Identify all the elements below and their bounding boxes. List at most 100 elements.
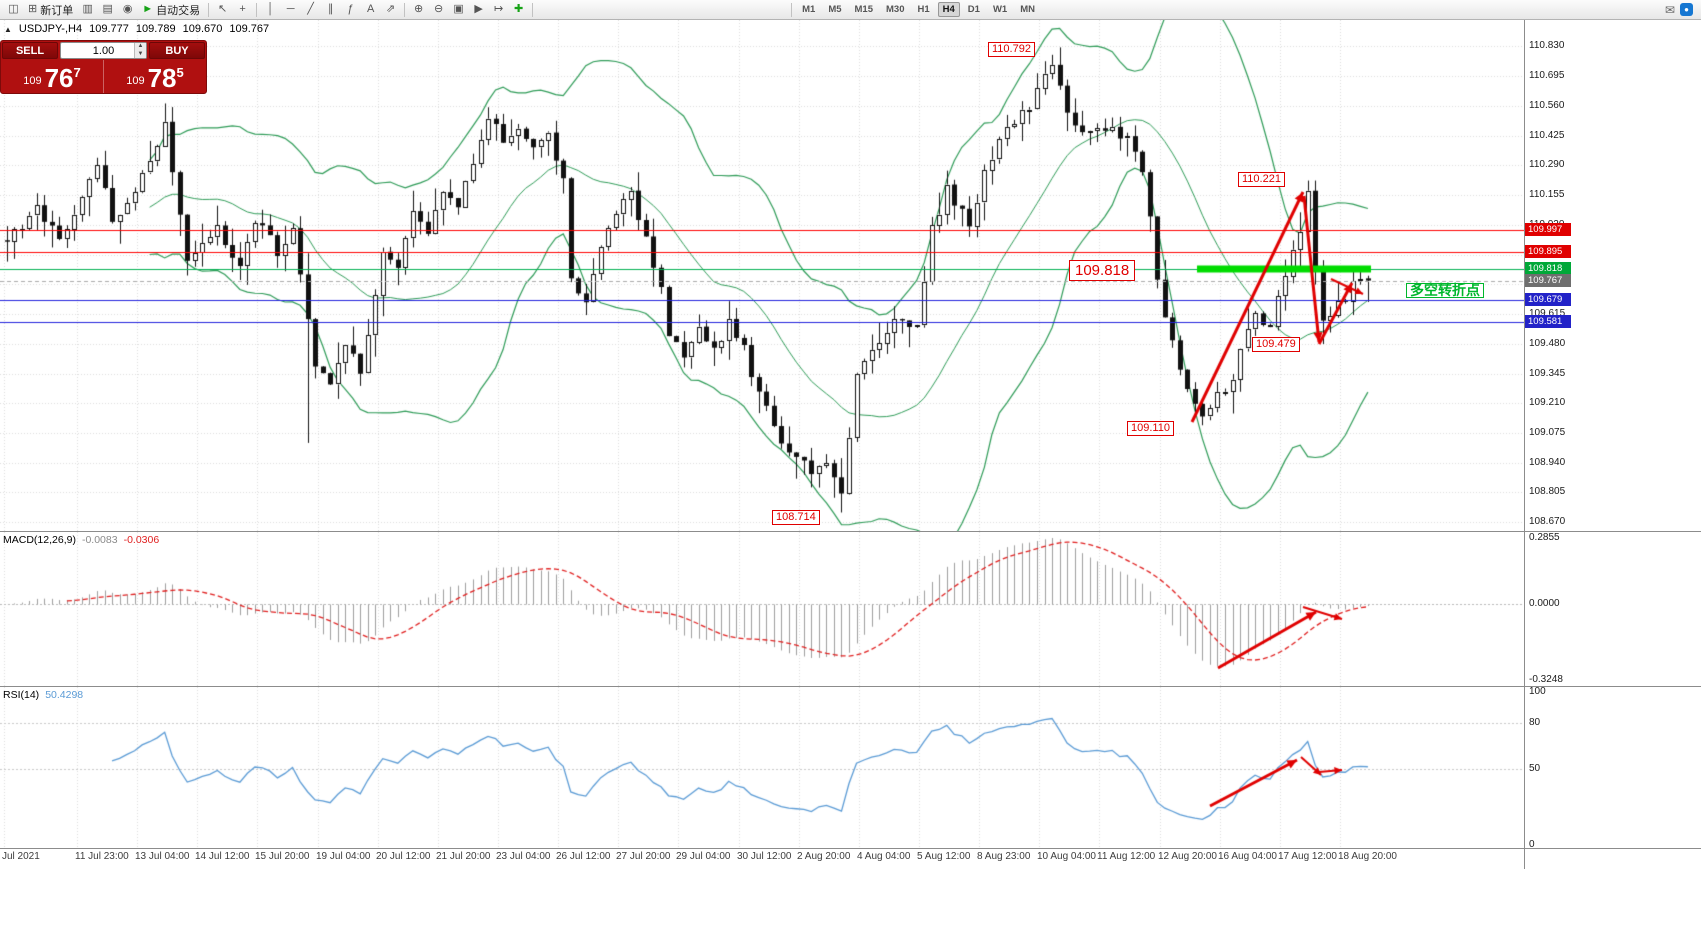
- auto-trading-label: 自动交易: [156, 4, 201, 17]
- indicators-button[interactable]: ✚: [509, 1, 528, 18]
- volume-spinner[interactable]: ▲ ▼: [134, 43, 146, 58]
- chart-symbol-icon: ▲: [4, 24, 12, 34]
- price-tag-109.895: 109.895: [1525, 245, 1571, 259]
- timeframe-d1-button[interactable]: D1: [967, 4, 980, 15]
- zoom-in-button[interactable]: ⊕: [409, 1, 428, 18]
- timeframe-h1-button[interactable]: H1: [917, 4, 930, 15]
- chart-shift-icon: ↦: [494, 3, 504, 15]
- macd-panel-canvas[interactable]: [0, 532, 1524, 686]
- time-label: 10 Aug 04:00: [1037, 851, 1096, 862]
- timeframe-m30-button[interactable]: M30: [886, 4, 905, 15]
- ask-price[interactable]: 109 78 5: [103, 60, 206, 93]
- chart-symbol-period: USDJPY-,H4: [18, 23, 83, 35]
- arrows-tool-button[interactable]: ⇗: [381, 1, 400, 18]
- fibonacci-tool-button[interactable]: ƒ: [341, 1, 360, 18]
- time-label: 8 Aug 23:00: [977, 851, 1031, 862]
- bid-big-digits: 76: [44, 63, 74, 93]
- price-scale-label: 110.290: [1529, 159, 1565, 171]
- rsi-value: 50.4298: [45, 689, 84, 701]
- timeframe-m15-button[interactable]: M15: [854, 4, 873, 15]
- price-tag-109.581: 109.581: [1525, 314, 1571, 328]
- channel-tool-button[interactable]: ∥: [321, 1, 340, 18]
- price-scale-label: 109.615: [1529, 308, 1566, 320]
- price-scale-label: 108.670: [1529, 516, 1566, 528]
- timeframe-m1-button[interactable]: M1: [802, 4, 816, 15]
- data-window-button[interactable]: ▤: [98, 1, 117, 18]
- vertical-line-tool-button[interactable]: │: [261, 1, 280, 18]
- time-label: 18 Aug 20:00: [1338, 851, 1397, 862]
- timeframe-mn-button[interactable]: MN: [1020, 4, 1035, 15]
- time-label: 20 Jul 12:00: [376, 851, 431, 862]
- price-tag-109.818: 109.818: [1525, 262, 1571, 276]
- volume-up-icon[interactable]: ▲: [135, 43, 146, 51]
- rsi-panel-canvas[interactable]: [0, 687, 1524, 848]
- toolbar-separator: [404, 2, 406, 17]
- macd-main-value: -0.0083: [81, 534, 118, 546]
- zoom-out-icon: ⊖: [434, 3, 444, 15]
- tile-windows-button[interactable]: ▣: [449, 1, 468, 18]
- zoom-out-button[interactable]: ⊖: [429, 1, 448, 18]
- volume-down-icon[interactable]: ▼: [135, 50, 146, 58]
- macd-scale-label: 0.0000: [1529, 598, 1560, 610]
- time-label: 5 Aug 12:00: [917, 851, 971, 862]
- toolbar-separator: [532, 2, 534, 17]
- time-label: 23 Jul 04:00: [496, 851, 551, 862]
- time-label: 29 Jul 04:00: [676, 851, 731, 862]
- price-callout-108.714: 108.714: [772, 510, 820, 525]
- time-label: 12 Aug 20:00: [1158, 851, 1217, 862]
- chart-window-button[interactable]: ◫: [4, 1, 23, 18]
- text-tool-button[interactable]: A: [361, 1, 380, 18]
- mail-icon[interactable]: ✉: [1664, 2, 1675, 17]
- arrows-tool-icon: ⇗: [386, 3, 396, 15]
- price-chart-canvas[interactable]: [0, 20, 1524, 531]
- price-scale[interactable]: [1525, 20, 1701, 848]
- bid-pipette: 7: [73, 65, 81, 80]
- bid-price[interactable]: 109 76 7: [1, 60, 103, 93]
- time-label: 14 Jul 12:00: [195, 851, 250, 862]
- volume-input[interactable]: 1.00 ▲ ▼: [60, 42, 147, 59]
- rsi-scale-label: 100: [1529, 686, 1546, 697]
- macd-name: MACD(12,26,9): [3, 534, 76, 546]
- rsi-panel-separator[interactable]: [0, 686, 1701, 687]
- price-scale-label: 109.075: [1529, 426, 1566, 438]
- time-label: 17 Aug 12:00: [1278, 851, 1337, 862]
- chart-shift-button[interactable]: ↦: [489, 1, 508, 18]
- time-label: 19 Jul 04:00: [316, 851, 371, 862]
- buy-button[interactable]: BUY: [149, 42, 205, 59]
- indicators-icon: ✚: [514, 3, 524, 15]
- sell-button[interactable]: SELL: [2, 42, 58, 59]
- toolbar: ◫ ⊞ 新订单 ▥ ▤ ◉ ► 自动交易 ↖ + │ ─ ╱ ∥ ƒ A ⇗ ⊕ ⊖ ▣ ▶ ↦ ✚ M1 M5 M15 M30 H1…: [0, 0, 1701, 20]
- crosshair-tool-button[interactable]: +: [233, 1, 252, 18]
- macd-panel-separator[interactable]: [0, 531, 1701, 532]
- cursor-tool-button[interactable]: ↖: [213, 1, 232, 18]
- timeframe-h4-button[interactable]: H4: [937, 2, 960, 17]
- community-icon[interactable]: ●: [1680, 3, 1693, 16]
- new-order-label: 新订单: [40, 4, 74, 17]
- price-scale-label: 110.425: [1529, 129, 1565, 141]
- navigator-button[interactable]: ◉: [118, 1, 137, 18]
- ohlc-low: 109.670: [182, 23, 223, 35]
- timeframe-w1-button[interactable]: W1: [992, 4, 1008, 15]
- auto-scroll-button[interactable]: ▶: [469, 1, 488, 18]
- macd-scale-label: -0.3248: [1529, 674, 1563, 685]
- timeframe-m5-button[interactable]: M5: [828, 4, 842, 15]
- time-axis[interactable]: [0, 849, 1701, 869]
- chart-window-icon: ◫: [8, 3, 19, 15]
- price-callout-110.221: 110.221: [1238, 172, 1285, 187]
- auto-trading-button[interactable]: ► 自动交易: [138, 1, 204, 18]
- price-tag-109.679: 109.679: [1525, 292, 1571, 306]
- horizontal-line-tool-button[interactable]: ─: [281, 1, 300, 18]
- trendline-tool-button[interactable]: ╱: [301, 1, 320, 18]
- new-order-button[interactable]: ⊞ 新订单: [24, 1, 77, 18]
- ohlc-close: 109.767: [229, 23, 270, 35]
- auto-scroll-icon: ▶: [474, 3, 483, 15]
- toolbar-separator: [208, 2, 210, 17]
- time-label: 16 Aug 04:00: [1218, 851, 1277, 862]
- price-scale-label: 110.155: [1529, 189, 1565, 201]
- market-watch-button[interactable]: ▥: [78, 1, 97, 18]
- price-scale-label: 109.345: [1529, 367, 1566, 379]
- ask-big-digits: 78: [147, 63, 177, 93]
- price-scale-label: 110.695: [1529, 70, 1565, 82]
- cursor-tool-icon: ↖: [218, 3, 228, 15]
- fibonacci-tool-icon: ƒ: [347, 3, 354, 15]
